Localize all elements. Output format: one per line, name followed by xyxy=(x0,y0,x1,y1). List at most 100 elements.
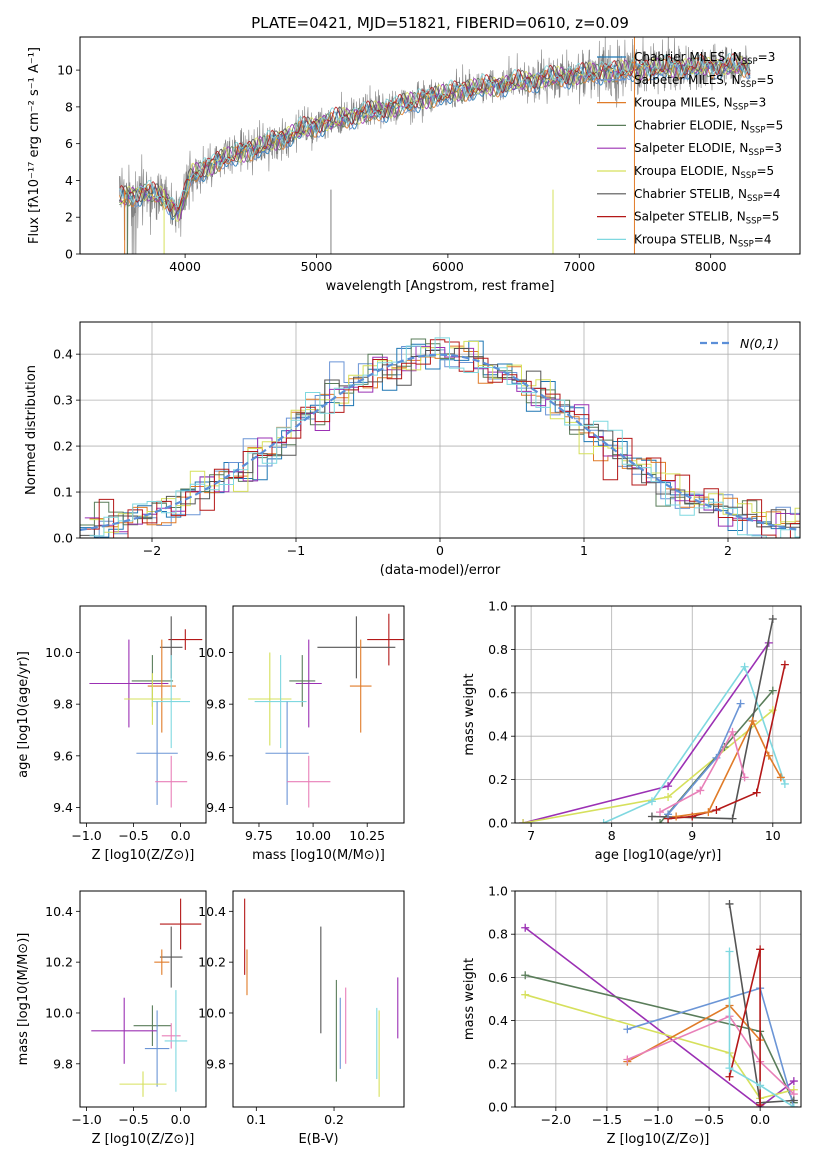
x-axis-label: Z [log10(Z/Z⊙)] xyxy=(92,1132,195,1147)
x-tick-label: −1 xyxy=(287,543,305,558)
errorbar-point xyxy=(119,1071,167,1097)
weight-marker xyxy=(764,751,773,760)
weight-marker xyxy=(521,923,530,932)
legend-label: Salpeter STELIB, NSSP=5 xyxy=(634,210,779,227)
errorbar-point xyxy=(168,629,203,650)
errorbar-point xyxy=(248,652,292,746)
weight-series xyxy=(599,662,789,823)
weight-marker xyxy=(768,615,777,624)
axes-residuals: −2 −1 0 1 2 0.0 0.1 0.2 0.3 0.4 (data-model)/error… xyxy=(24,321,801,578)
weight-series xyxy=(521,971,798,1107)
y-axis-label: mass weight xyxy=(462,673,477,755)
plot-area-residuals xyxy=(80,322,800,538)
y-tick-label: 8 xyxy=(65,99,73,114)
x-tick-label: 10.25 xyxy=(349,828,385,843)
x-axis-label: E(B-V) xyxy=(298,1132,338,1147)
y-tick-label: 0.4 xyxy=(53,347,73,362)
weight-marker xyxy=(736,699,745,708)
axes-frame xyxy=(514,890,802,1108)
plot-area-spectrum xyxy=(118,37,751,254)
axes-frame xyxy=(79,890,207,1108)
legend-label: Chabrier STELIB, NSSP=4 xyxy=(634,187,781,204)
errorbar-point xyxy=(155,755,188,808)
weight-series xyxy=(725,945,765,1107)
weight-marker xyxy=(756,1081,765,1090)
weight-line xyxy=(627,1015,795,1095)
weight-marker xyxy=(696,786,705,795)
legend-label: Kroupa STELIB, NSSP=4 xyxy=(634,232,772,249)
y-tick-label: 0.2 xyxy=(488,772,508,787)
legend-label: Kroupa MILES, NSSP=3 xyxy=(634,96,766,113)
x-tick-label: −0.5 xyxy=(694,1112,724,1127)
axes-frame xyxy=(79,36,801,255)
weight-marker xyxy=(623,1025,632,1034)
histogram-series xyxy=(80,340,800,538)
y-tick-label: 1.0 xyxy=(488,884,508,899)
errorbar-point xyxy=(254,655,307,749)
x-tick-label: −1.5 xyxy=(592,1112,622,1127)
errorbar-point xyxy=(367,613,404,666)
weight-marker xyxy=(672,812,681,821)
y-tick-label: 10.4 xyxy=(45,904,73,919)
weight-marker xyxy=(789,1077,798,1086)
weight-marker xyxy=(740,662,749,671)
errorbar-point xyxy=(89,639,169,728)
x-tick-label: 7 xyxy=(527,828,535,843)
y-tick-label: 9.8 xyxy=(206,1056,226,1071)
x-tick-label: 0.2 xyxy=(324,1112,344,1127)
y-tick-label: 10.0 xyxy=(198,1005,226,1020)
errorbar-point xyxy=(287,755,331,808)
weight-marker xyxy=(756,945,765,954)
errorbar-point xyxy=(152,655,191,749)
errorbar-point xyxy=(133,1005,172,1047)
x-tick-label: 2 xyxy=(724,543,732,558)
y-tick-label: 10.0 xyxy=(45,1005,73,1020)
x-axis-label: (data-model)/error xyxy=(380,563,501,578)
x-tick-label: 0 xyxy=(436,543,444,558)
weight-marker xyxy=(656,808,665,817)
histogram-series xyxy=(89,345,800,528)
x-tick-label: 6000 xyxy=(432,259,464,274)
weight-line xyxy=(728,951,795,1107)
weight-marker xyxy=(647,797,656,806)
axes-age_vs_Z: −1.0 −0.5 0.0 9.4 9.6 9.8 10.0 Z [log10(Z/Z⊙)] a… xyxy=(16,605,207,863)
model-spectrum xyxy=(118,58,751,221)
weight-marker xyxy=(728,727,737,736)
y-tick-label: 0.6 xyxy=(488,970,508,985)
y-tick-label: 0.3 xyxy=(53,393,73,408)
weight-series xyxy=(672,717,785,821)
figure-title: PLATE=0421, MJD=51821, FIBERID=0610, z=0… xyxy=(251,14,629,32)
axes-frame xyxy=(514,605,802,824)
legend-label: N(0,1) xyxy=(740,336,779,351)
weight-marker xyxy=(623,1055,632,1064)
y-tick-label: 9.8 xyxy=(53,697,73,712)
errorbar-point xyxy=(164,990,188,1092)
x-axis-label: Z [log10(Z/Z⊙)] xyxy=(92,848,195,863)
y-tick-label: 0.0 xyxy=(488,1100,508,1115)
errorbar-point xyxy=(159,926,183,988)
y-tick-label: 6 xyxy=(65,136,73,151)
weight-series xyxy=(656,727,749,817)
y-tick-label: 10.0 xyxy=(45,645,73,660)
plot-area-mass_vs_ebv xyxy=(244,898,399,1097)
errorbar-point xyxy=(91,997,158,1064)
x-tick-label: −0.5 xyxy=(118,1112,148,1127)
x-tick-label: 0.1 xyxy=(246,1112,266,1127)
weight-marker xyxy=(780,779,789,788)
weight-line xyxy=(524,927,795,1107)
y-tick-label: 0.0 xyxy=(488,816,508,831)
axes-frame xyxy=(79,321,801,539)
y-tick-label: 0.1 xyxy=(53,485,73,500)
errorbar-point xyxy=(154,949,170,975)
y-tick-label: 0.2 xyxy=(488,1056,508,1071)
weight-line xyxy=(659,729,746,813)
y-axis-label: Normed distribution xyxy=(24,365,39,495)
weight-marker xyxy=(725,899,734,908)
y-axis-label: Flux [fλ10⁻¹⁷ erg cm⁻² s⁻¹ A⁻¹] xyxy=(27,47,42,244)
errorbar-point xyxy=(161,1023,181,1049)
weight-series xyxy=(725,899,798,1107)
weight-marker xyxy=(664,810,673,819)
weight-line xyxy=(667,703,742,815)
